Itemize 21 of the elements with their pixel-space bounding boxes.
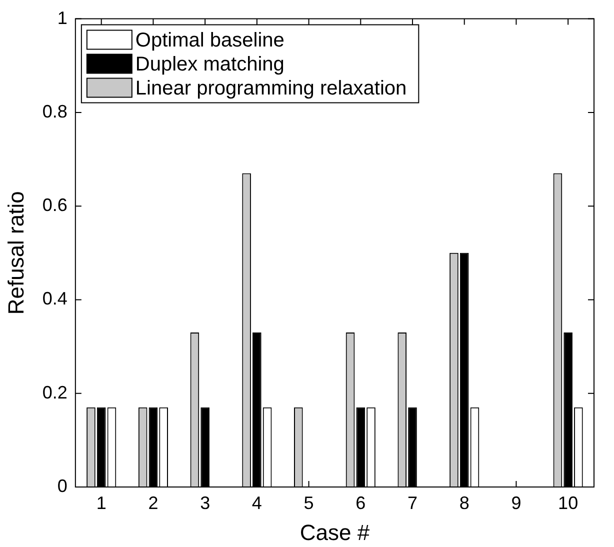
y-axis-title: Refusal ratio [3,191,28,315]
x-tick-label: 10 [558,492,578,513]
x-axis-title: Case # [300,520,370,545]
x-tick-label: 4 [252,492,262,513]
y-tick-label: 0.6 [42,195,68,216]
x-tick-label: 1 [96,492,106,513]
y-tick-label: 0 [57,476,68,496]
x-tick-label: 7 [407,492,418,513]
legend-label: Duplex matching [135,53,284,76]
y-tick-label: 0.8 [42,101,68,122]
x-tick-label: 2 [148,492,158,513]
x-tick-label: 8 [459,492,470,513]
y-tick-label: 0.4 [42,288,68,309]
x-tick-label: 5 [304,492,314,513]
y-tick-label: 1 [57,8,68,28]
y-tick-label: 0.2 [42,382,68,402]
x-tick-label: 6 [356,492,366,513]
legend-label: Optimal baseline [135,29,284,52]
x-tick-label: 3 [200,492,210,513]
x-tick-label: 9 [511,492,522,513]
legend-label: Linear programming relaxation [135,77,407,100]
